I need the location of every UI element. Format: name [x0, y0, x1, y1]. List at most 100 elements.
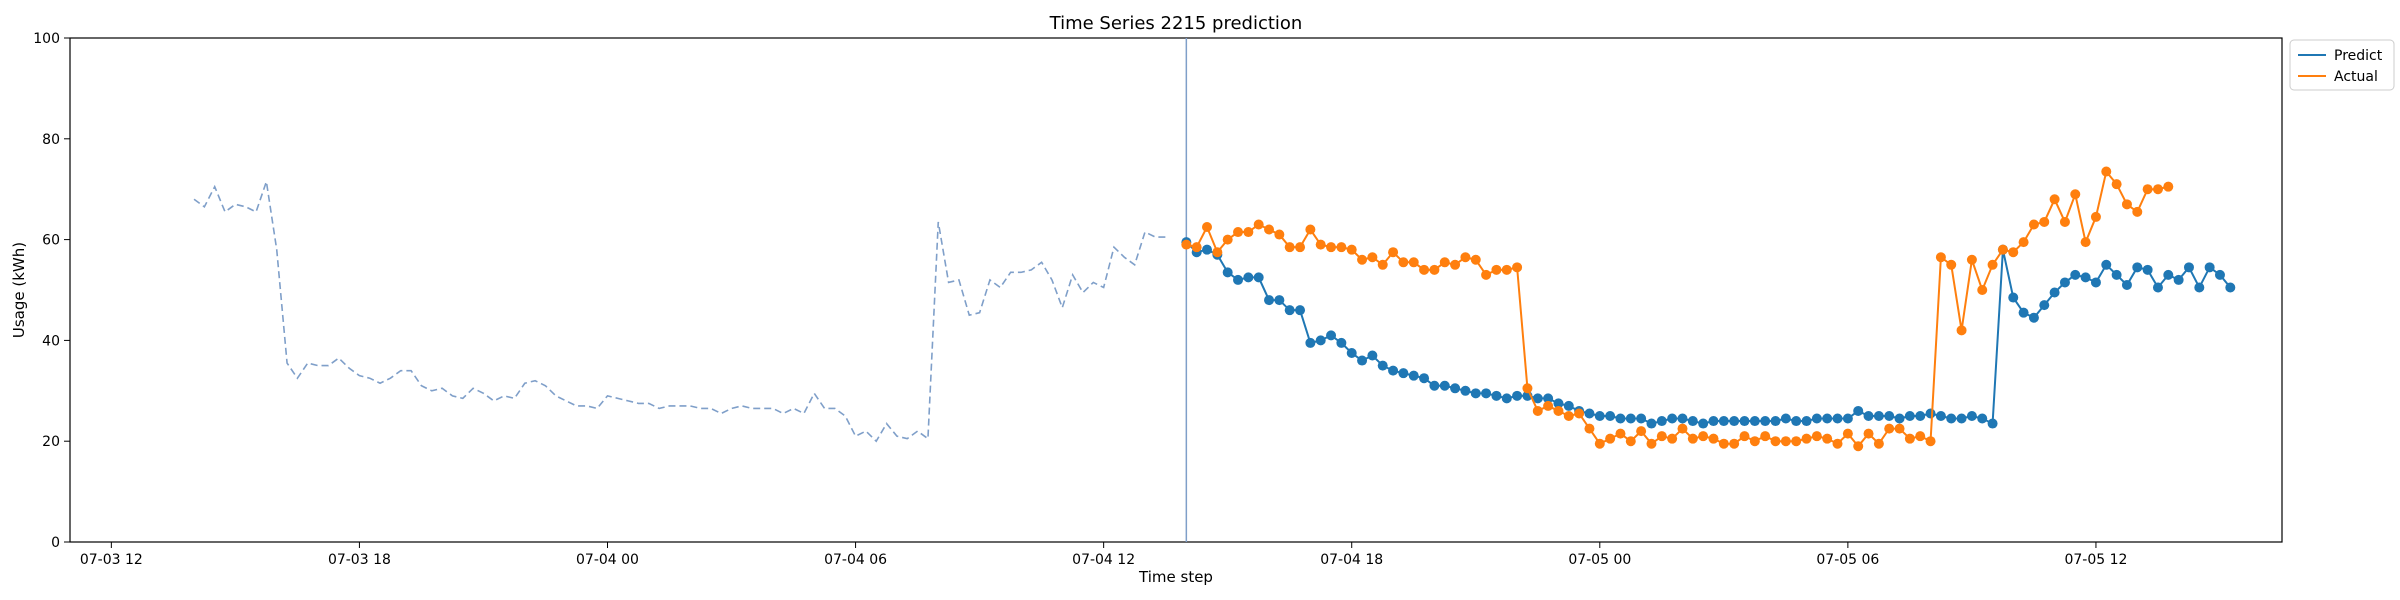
- data-point: [1811, 413, 1822, 424]
- data-point: [2059, 216, 2070, 227]
- data-point: [1243, 272, 1254, 283]
- data-point: [1563, 411, 1574, 421]
- x-tick-label: 07-04 12: [1072, 552, 1135, 568]
- data-point: [1925, 408, 1936, 419]
- data-point: [1202, 244, 1213, 255]
- data-point: [1739, 416, 1750, 427]
- data-point: [1925, 436, 1936, 447]
- data-point: [1563, 400, 1574, 411]
- data-point: [2049, 287, 2060, 298]
- data-point: [1791, 416, 1802, 427]
- data-point: [1481, 388, 1492, 399]
- data-point: [1842, 428, 1853, 439]
- data-point: [1532, 405, 1543, 416]
- data-point: [2049, 194, 2060, 205]
- data-point: [2132, 262, 2143, 273]
- data-point: [1873, 438, 1884, 449]
- data-point: [2173, 274, 2184, 285]
- x-tick-label: 07-04 06: [824, 552, 887, 568]
- data-point: [1460, 252, 1471, 263]
- data-point: [1760, 431, 1771, 442]
- series-actual: [1181, 166, 2174, 452]
- data-point: [1801, 433, 1812, 444]
- data-point: [1811, 431, 1822, 442]
- data-point: [1667, 413, 1678, 424]
- data-point: [2028, 312, 2039, 323]
- x-tick-label: 07-04 00: [576, 552, 639, 568]
- data-point: [1553, 398, 1564, 409]
- data-point: [2142, 184, 2153, 195]
- data-point: [1429, 380, 1440, 391]
- data-point: [2121, 279, 2132, 290]
- data-point: [1181, 239, 1192, 250]
- data-point: [1336, 242, 1347, 253]
- data-point: [1853, 405, 1864, 416]
- data-point: [2008, 292, 2019, 303]
- data-point: [1439, 380, 1450, 391]
- data-point: [1408, 370, 1419, 381]
- data-point: [1822, 433, 1833, 444]
- data-point: [1729, 438, 1740, 449]
- data-point: [1935, 411, 1946, 421]
- data-point: [1191, 242, 1202, 253]
- data-point: [2152, 184, 2163, 195]
- data-point: [1904, 411, 1915, 421]
- data-point: [1584, 408, 1595, 419]
- data-point: [1677, 423, 1688, 434]
- data-point: [1863, 411, 1874, 421]
- data-point: [1873, 411, 1884, 421]
- data-point: [1791, 436, 1802, 447]
- data-point: [1698, 418, 1709, 429]
- data-point: [1780, 413, 1791, 424]
- data-point: [2225, 282, 2236, 293]
- data-point: [1253, 272, 1264, 283]
- data-point: [1233, 274, 1244, 285]
- data-point: [1367, 350, 1378, 361]
- data-point: [1698, 431, 1709, 442]
- data-point: [1326, 242, 1337, 253]
- data-point: [1677, 413, 1688, 424]
- data-point: [1543, 393, 1554, 404]
- data-point: [1667, 433, 1678, 444]
- data-point: [2018, 307, 2029, 318]
- data-point: [1305, 337, 1316, 348]
- data-point: [1315, 335, 1326, 346]
- data-point: [1470, 254, 1481, 265]
- data-point: [2111, 269, 2122, 280]
- data-point: [1832, 438, 1843, 449]
- data-point: [1708, 416, 1719, 427]
- data-point: [1749, 436, 1760, 447]
- x-axis-label: Time step: [1138, 568, 1213, 586]
- data-point: [1594, 411, 1605, 421]
- data-point: [1274, 295, 1285, 306]
- data-point: [1915, 411, 1926, 421]
- data-point: [1884, 423, 1895, 434]
- data-point: [1491, 264, 1502, 275]
- y-tick-label: 0: [51, 535, 60, 551]
- series-history: [193, 181, 1166, 443]
- legend: Predict Actual: [2289, 39, 2395, 91]
- data-point: [2080, 272, 2091, 283]
- data-point: [1935, 252, 1946, 263]
- data-point: [1460, 385, 1471, 396]
- data-point: [1594, 438, 1605, 449]
- data-point: [1388, 247, 1399, 258]
- data-point: [1853, 441, 1864, 452]
- data-point: [1315, 239, 1326, 250]
- y-tick-label: 20: [42, 434, 60, 450]
- data-point: [2101, 259, 2112, 270]
- data-point: [1646, 438, 1657, 449]
- data-point: [1708, 433, 1719, 444]
- data-point: [1367, 252, 1378, 263]
- data-point: [1491, 390, 1502, 401]
- x-axis: 07-03 12 07-03 18 07-04 00 07-04 06 07-04 12…: [80, 542, 2127, 568]
- data-point: [1202, 222, 1213, 232]
- data-point: [1408, 257, 1419, 268]
- data-point: [1822, 413, 1833, 424]
- legend-actual-label: Actual: [2334, 69, 2378, 85]
- data-point: [1770, 416, 1781, 427]
- data-point: [1636, 413, 1647, 424]
- x-tick-label: 07-05 12: [2064, 552, 2127, 568]
- data-point: [2090, 211, 2101, 222]
- x-tick-label: 07-05 00: [1568, 552, 1631, 568]
